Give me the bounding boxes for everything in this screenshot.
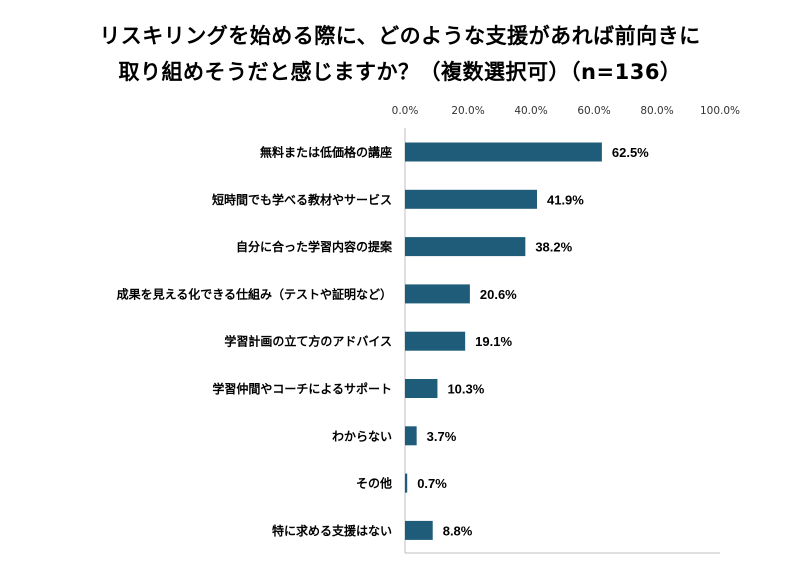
- category-label: わからない: [332, 429, 392, 443]
- bar: [405, 426, 417, 446]
- x-axis-ticks: 0.0% 20.0% 40.0% 60.0% 80.0% 100.0%: [392, 105, 740, 117]
- bar: [405, 473, 408, 493]
- category-label: 成果を見える化できる仕組み（テストや証明など）: [117, 286, 392, 301]
- data-label: 38.2%: [535, 240, 572, 255]
- x-tick-label: 0.0%: [392, 105, 419, 117]
- value-labels: 62.5% 41.9% 38.2% 20.6% 19.1% 10.3% 3.7% 0.7% 8.…: [417, 145, 649, 538]
- bar: [405, 189, 537, 209]
- category-label: 特に求める支援はない: [272, 523, 392, 538]
- bar: [405, 379, 438, 398]
- data-label: 8.8%: [443, 523, 473, 538]
- category-label: 無料または低価格の講座: [260, 145, 392, 160]
- bar: [405, 284, 470, 304]
- category-label: その他: [356, 476, 392, 491]
- bar: [405, 237, 526, 257]
- bar: [405, 520, 433, 540]
- chart-title-line2: 取り組めそうだと感じますか？（複数選択可）（n=136）: [118, 60, 682, 84]
- data-label: 20.6%: [480, 287, 517, 302]
- x-tick-label: 40.0%: [514, 105, 547, 117]
- data-label: 3.7%: [427, 429, 457, 444]
- chart-bars: [405, 142, 602, 540]
- x-tick-label: 60.0%: [577, 105, 610, 117]
- x-tick-label: 20.0%: [451, 105, 484, 117]
- data-label: 10.3%: [447, 382, 484, 397]
- category-label: 学習計画の立て方のアドバイス: [224, 334, 392, 349]
- bar: [405, 142, 602, 162]
- chart-title: リスキリングを始める際に、どのような支援があれば前向きに 取り組めそうだと感じま…: [0, 18, 800, 90]
- category-labels: 無料または低価格の講座短時間でも学べる教材やサービス自分に合った学習内容の提案成…: [117, 145, 393, 538]
- category-label: 自分に合った学習内容の提案: [236, 239, 393, 254]
- data-label: 19.1%: [475, 334, 512, 349]
- chart-title-line1: リスキリングを始める際に、どのような支援があれば前向きに: [99, 24, 701, 48]
- category-label: 短時間でも学べる教材やサービス: [212, 192, 392, 207]
- x-tick-label: 100.0%: [700, 105, 740, 117]
- x-tick-label: 80.0%: [640, 105, 673, 117]
- data-label: 41.9%: [547, 192, 584, 207]
- data-label: 62.5%: [612, 145, 649, 160]
- data-label: 0.7%: [417, 476, 447, 491]
- category-label: 学習仲間やコーチによるサポート: [212, 381, 392, 396]
- bar: [405, 331, 466, 351]
